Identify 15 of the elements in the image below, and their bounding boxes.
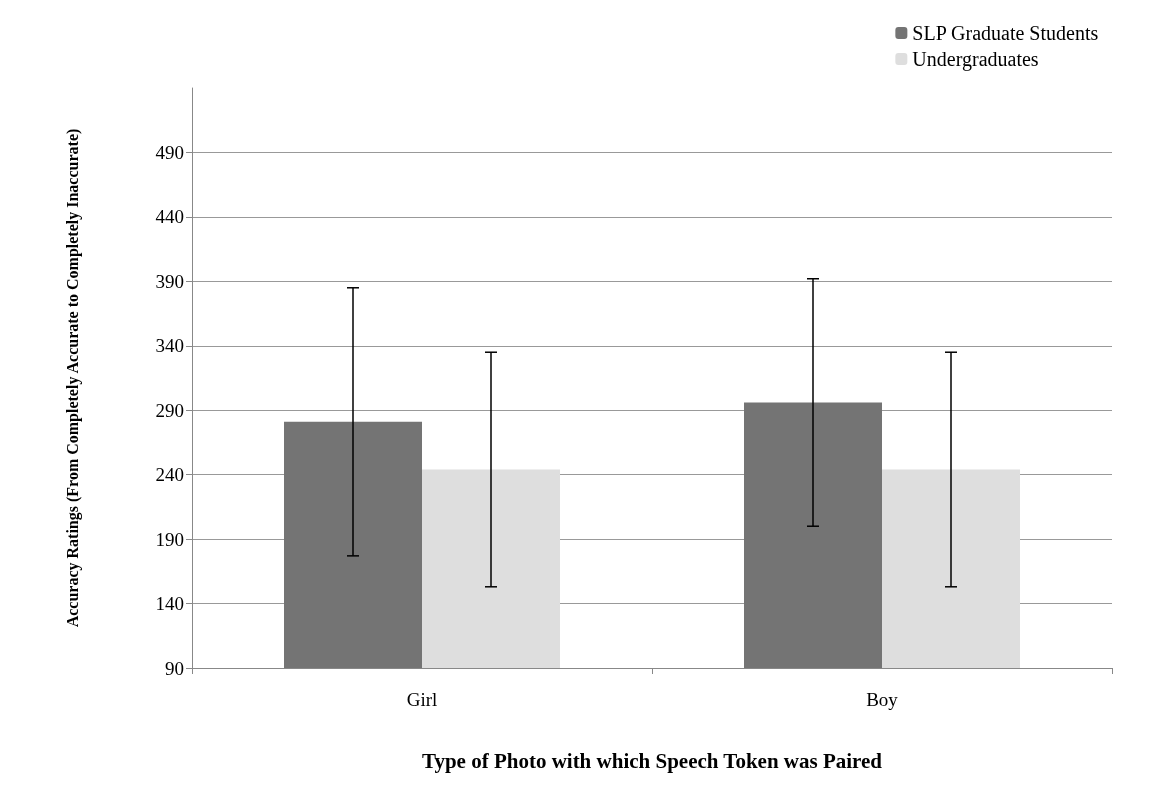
y-axis-title: Accuracy Ratings (From Completely Accurate to Completely Inaccurate) xyxy=(63,128,82,628)
y-tick-label: 440 xyxy=(155,206,184,228)
legend-label: SLP Graduate Students xyxy=(912,22,1099,44)
y-tick-label: 290 xyxy=(155,399,184,421)
y-tick-label: 190 xyxy=(155,528,184,550)
x-tick-label: Girl xyxy=(406,689,438,710)
y-tick-label: 240 xyxy=(155,464,184,486)
x-axis-title: Type of Photo with which Speech Token was Paired xyxy=(421,748,883,773)
x-tick-label: Boy xyxy=(866,689,899,710)
legend-label: Undergraduates xyxy=(912,48,1039,71)
y-tick-label: 490 xyxy=(155,141,184,163)
y-tick-label: 90 xyxy=(165,657,184,679)
y-tick-label: 140 xyxy=(155,593,184,615)
y-tick-label: 340 xyxy=(155,335,184,357)
y-tick-label: 390 xyxy=(155,270,184,292)
